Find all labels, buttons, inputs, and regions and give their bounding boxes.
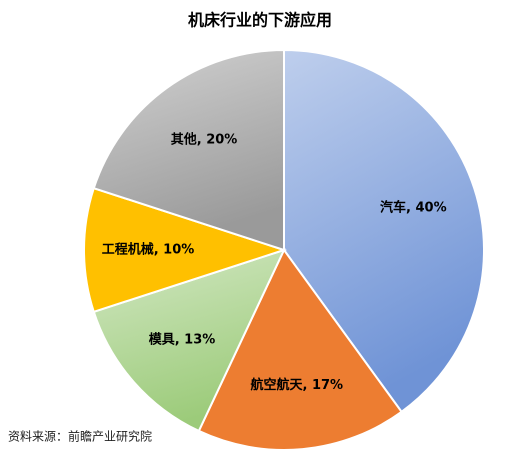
chart-title: 机床行业的下游应用 — [188, 11, 332, 30]
pie-slice — [197, 248, 403, 451]
data-label: 模具, 13% — [149, 331, 216, 347]
pie-slice — [92, 248, 286, 433]
data-label: 其他, 20% — [171, 131, 238, 147]
pie-slice — [83, 186, 288, 314]
data-label: 航空航天, 17% — [251, 377, 344, 393]
pie-slice — [92, 48, 285, 252]
pie-slice — [283, 48, 485, 414]
data-label: 汽车, 40% — [380, 199, 447, 215]
data-label: 工程机械, 10% — [102, 242, 195, 258]
source-note: 资料来源：前瞻产业研究院 — [8, 429, 152, 444]
